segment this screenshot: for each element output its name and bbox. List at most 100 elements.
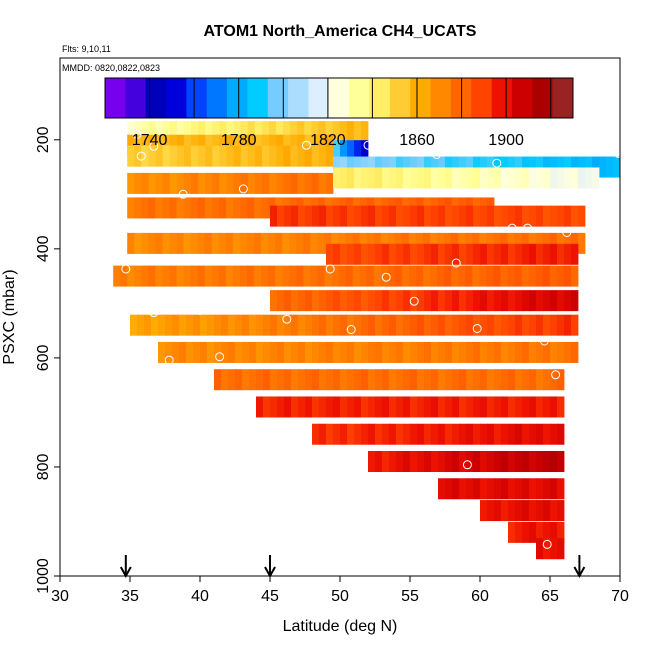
curtain-cell <box>127 145 135 167</box>
curtain-cell <box>319 423 327 445</box>
curtain-cell <box>347 396 355 418</box>
curtain-cell <box>212 134 220 156</box>
curtain-cell <box>417 243 425 265</box>
curtain-cell <box>225 232 234 254</box>
curtain-cell <box>240 134 249 156</box>
curtain-cell <box>557 205 565 227</box>
curtain-cell <box>438 205 446 227</box>
curtain-cell <box>176 197 185 219</box>
curtain-cell <box>312 369 320 391</box>
curtain-cell <box>290 145 298 167</box>
curtain-cell <box>578 167 586 189</box>
curtain-cell <box>424 341 432 363</box>
curtain-cell <box>536 423 544 445</box>
curtain-cell <box>599 156 607 178</box>
curtain-cell <box>549 232 558 254</box>
curtain-cell <box>494 396 502 418</box>
colorbar-tick-labels: 1740 1780 1820 1860 1900 <box>132 132 524 149</box>
curtain-cell <box>536 500 544 522</box>
curtain-cell <box>473 396 481 418</box>
curtain-cell <box>550 290 558 312</box>
curtain-cell <box>438 243 446 265</box>
curtain-cell <box>304 134 313 156</box>
curtain-cell <box>542 232 551 254</box>
curtain-cell <box>333 156 341 178</box>
curtain-cell <box>389 341 397 363</box>
curtain-cell <box>522 500 530 522</box>
curtain-cell <box>479 232 487 254</box>
curtain-cell <box>459 290 467 312</box>
sample-point <box>539 336 549 346</box>
curtain-cell <box>382 396 390 418</box>
curtain-cell <box>417 314 425 336</box>
curtain-cell <box>522 369 530 391</box>
colorbar-segment <box>552 78 574 118</box>
curtain-cell <box>354 140 362 162</box>
curtain-cell <box>354 243 362 265</box>
curtain-cell <box>225 197 234 219</box>
curtain-cell <box>480 167 488 189</box>
sample-point <box>132 129 142 139</box>
colorbar-segment <box>186 78 208 118</box>
curtain-cell <box>403 167 411 189</box>
curtain-cell <box>417 167 425 189</box>
curtain-cell <box>410 167 418 189</box>
curtain-cell <box>403 243 411 265</box>
curtain-cell <box>473 314 481 336</box>
curtain-cell <box>535 265 544 287</box>
curtain-cell <box>557 290 565 312</box>
curtain-cell <box>459 205 467 227</box>
curtain-cell <box>354 156 362 178</box>
curtain-cell <box>289 265 297 287</box>
curtain-cell <box>375 243 383 265</box>
curtain-cell <box>508 450 516 472</box>
curtain-cell <box>396 205 404 227</box>
curtain-cell <box>312 314 320 336</box>
curtain-cell <box>515 156 523 178</box>
curtain-cell <box>214 369 222 391</box>
curtain-cell <box>473 167 481 189</box>
curtain-cell <box>487 156 495 178</box>
curtain-cell <box>183 172 192 194</box>
down-arrow-icon <box>264 555 276 579</box>
curtain-cell <box>333 290 341 312</box>
curtain-cell <box>347 205 355 227</box>
curtain-cell <box>459 314 467 336</box>
curtain-cell <box>134 121 142 143</box>
colorbar-segment <box>308 78 330 118</box>
curtain-cell <box>219 145 227 167</box>
curtain-cell <box>284 369 292 391</box>
curtain-cell <box>162 121 171 143</box>
curtain-cell <box>375 450 383 472</box>
curtain-cell <box>480 156 488 178</box>
chart-title: ATOM1 North_America CH4_UCATS <box>204 23 477 40</box>
curtain-cell <box>226 134 235 156</box>
curtain-cell <box>550 205 558 227</box>
y-axis: 200 400 600 800 1000 <box>35 126 60 594</box>
curtain-cell <box>176 134 185 156</box>
curtain-cell <box>277 314 285 336</box>
curtain-cell <box>416 265 424 287</box>
curtain-cell <box>466 205 474 227</box>
curtain-cell <box>431 205 439 227</box>
curtain-cell <box>368 243 376 265</box>
curtain-cell <box>389 243 397 265</box>
curtain-cell <box>424 290 432 312</box>
curtain-cell <box>148 134 156 156</box>
curtain-cell <box>431 156 439 178</box>
curtain-cell <box>438 167 446 189</box>
curtain-cell <box>431 290 439 312</box>
curtain-cell <box>211 265 220 287</box>
curtain-cell <box>557 500 565 522</box>
curtain-cell <box>319 341 327 363</box>
curtain-cell <box>361 205 369 227</box>
curtain-cell <box>389 450 397 472</box>
curtain-cell <box>183 265 192 287</box>
curtain-cell <box>219 134 227 156</box>
curtain-cell <box>176 232 184 254</box>
curtain-cell <box>276 134 284 156</box>
curtain-cell <box>396 314 404 336</box>
curtain-cell <box>423 232 431 254</box>
curtain-cell <box>403 396 411 418</box>
curtain-cell <box>459 167 467 189</box>
